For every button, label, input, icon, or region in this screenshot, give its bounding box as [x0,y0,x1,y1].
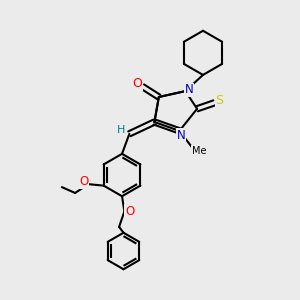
Text: N: N [176,129,185,142]
Text: O: O [125,205,134,218]
Text: N: N [184,83,193,96]
Text: O: O [79,175,88,188]
Text: O: O [132,77,142,90]
Text: H: H [117,125,125,135]
Text: Me: Me [192,146,206,156]
Text: S: S [215,94,223,107]
